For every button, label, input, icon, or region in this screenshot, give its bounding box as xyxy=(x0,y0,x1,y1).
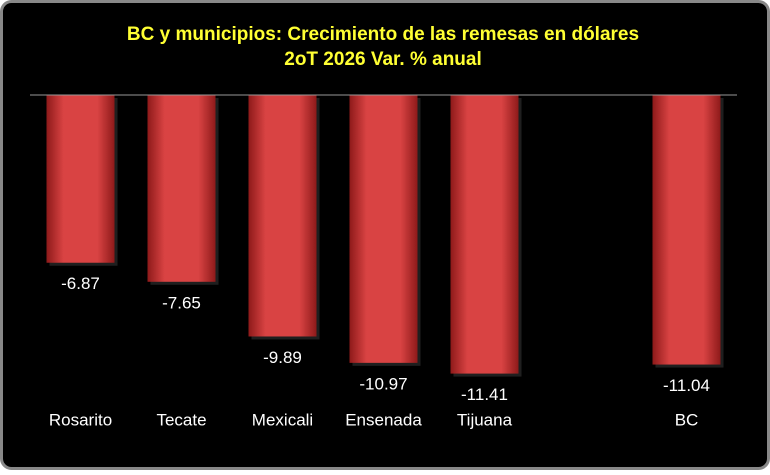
value-label: -9.89 xyxy=(263,348,302,367)
chart-subtitle: 2oT 2026 Var. % anual xyxy=(284,49,482,70)
x-tick-label: Tijuana xyxy=(457,410,513,429)
value-label: -6.87 xyxy=(61,274,100,293)
value-label: -10.97 xyxy=(359,374,407,393)
bar xyxy=(349,95,418,363)
bar xyxy=(450,95,519,374)
chart-title: BC y municipios: Crecimiento de las reme… xyxy=(127,24,639,45)
x-tick-label: Rosarito xyxy=(49,410,112,429)
x-tick-label: Tecate xyxy=(156,410,206,429)
bar xyxy=(46,95,115,263)
value-label: -11.41 xyxy=(461,385,508,404)
x-tick-label: BC xyxy=(675,410,699,429)
x-tick-label: Ensenada xyxy=(345,410,422,429)
bar xyxy=(652,95,721,365)
value-label: -7.65 xyxy=(162,293,201,312)
bar xyxy=(147,95,216,282)
value-label: -11.04 xyxy=(663,376,710,395)
x-tick-label: Mexicali xyxy=(252,410,313,429)
bar xyxy=(248,95,317,337)
